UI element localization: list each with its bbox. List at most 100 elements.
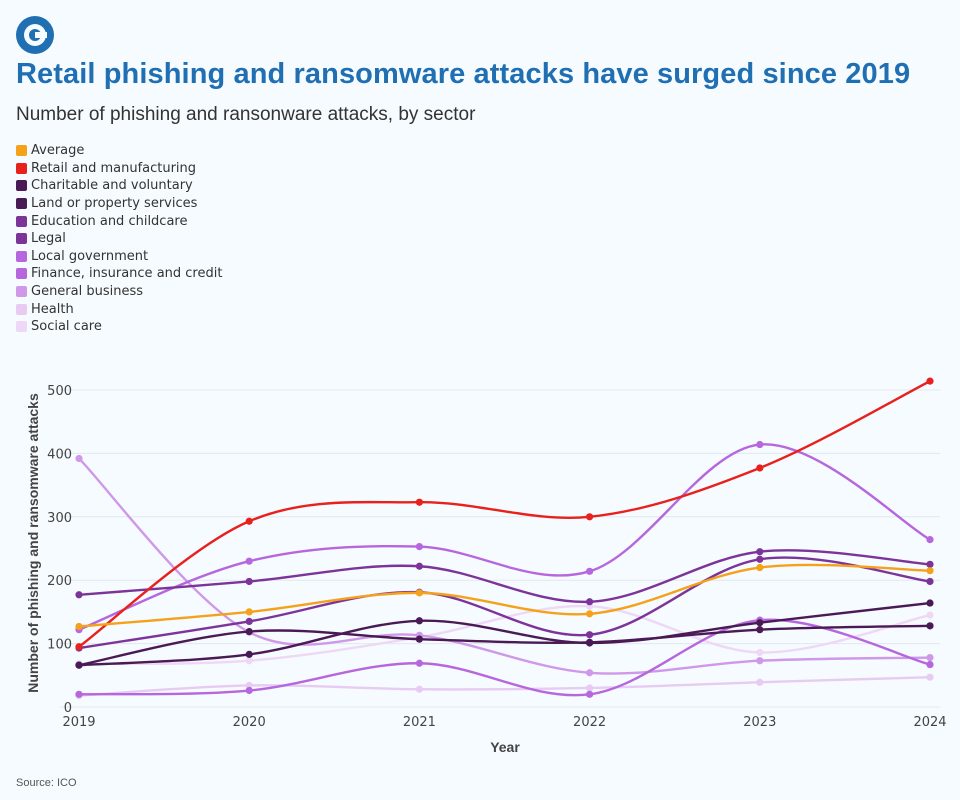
series-line [77, 457, 932, 675]
legend-label: Land or property services [31, 196, 198, 212]
series-line [77, 563, 932, 628]
data-point [926, 560, 934, 568]
legend-item[interactable]: Health [16, 300, 222, 318]
data-point [586, 669, 594, 677]
legend-item[interactable]: Social care [16, 318, 222, 336]
legend-label: Local government [31, 248, 149, 264]
data-point [75, 690, 83, 698]
data-point [245, 557, 253, 565]
data-point [415, 498, 423, 506]
legend-item[interactable]: Education and childcare [16, 212, 222, 230]
data-point [756, 619, 764, 627]
data-point [586, 684, 594, 692]
logo-icon [16, 16, 54, 54]
x-tick-label: 2024 [913, 715, 946, 730]
data-point [245, 681, 253, 690]
legend-swatch [16, 198, 27, 210]
y-axis-label: Number of phishing and ransomware attack… [25, 393, 41, 693]
data-point [586, 598, 594, 606]
data-point [926, 599, 934, 607]
series-line [77, 549, 932, 603]
legend-swatch [16, 286, 27, 298]
data-point [586, 631, 594, 639]
x-tick-label: 2023 [743, 715, 776, 730]
chart-subtitle: Number of phishing and ransonware attack… [16, 104, 476, 125]
data-point [245, 617, 253, 626]
data-point [245, 608, 253, 616]
x-axis-label: Year [490, 739, 520, 755]
legend-label: Legal [31, 231, 66, 247]
legend-label: Education and childcare [31, 213, 188, 229]
data-point [415, 685, 423, 693]
legend-label: Charitable and voluntary [31, 178, 193, 194]
data-point [415, 542, 423, 551]
legend-label: General business [31, 284, 144, 300]
data-point [756, 626, 764, 634]
series-line [77, 443, 932, 631]
data-point [926, 622, 934, 630]
data-point [75, 643, 83, 651]
series-line [77, 379, 932, 648]
legend-label: Retail and manufacturing [31, 160, 197, 176]
data-point [926, 611, 934, 619]
data-point [756, 440, 764, 449]
legend-label: Finance, insurance and credit [31, 266, 223, 282]
x-tick-label: 2021 [403, 715, 436, 730]
data-point [75, 622, 83, 631]
data-point [415, 635, 423, 643]
legend-swatch [16, 215, 27, 227]
source-note: Source: ICO [16, 777, 77, 789]
data-point [75, 661, 83, 669]
data-point [586, 690, 594, 698]
legend: Average Retail and manufacturing Charitabl… [16, 142, 222, 336]
data-point [586, 567, 594, 575]
data-point [245, 627, 253, 636]
data-point [75, 454, 83, 463]
legend-item[interactable]: Legal [16, 230, 222, 248]
data-point [756, 648, 764, 657]
chart-title: Retail phishing and ransomware attacks h… [16, 58, 911, 90]
legend-item[interactable]: Charitable and voluntary [16, 177, 222, 195]
legend-swatch [16, 180, 27, 192]
legend-swatch [16, 303, 27, 315]
data-point [926, 377, 934, 385]
legend-item[interactable]: Finance, insurance and credit [16, 265, 222, 283]
y-tick-label: 500 [47, 384, 72, 399]
data-point [926, 660, 934, 669]
legend-swatch [16, 250, 27, 262]
legend-item[interactable]: General business [16, 283, 222, 301]
y-tick-label: 200 [47, 574, 72, 589]
legend-swatch [16, 321, 27, 333]
x-tick-label: 2019 [62, 715, 95, 730]
legend-item[interactable]: Land or property services [16, 195, 222, 213]
legend-swatch [16, 145, 27, 157]
series-line [77, 676, 932, 697]
data-point [586, 639, 594, 647]
data-point [756, 657, 764, 665]
data-point [926, 653, 934, 662]
data-point [756, 548, 764, 556]
data-point [756, 678, 764, 686]
legend-item[interactable]: Average [16, 142, 222, 160]
data-point [415, 659, 423, 667]
data-point [926, 536, 934, 544]
series-line [77, 556, 932, 650]
data-point [245, 686, 253, 695]
data-point [926, 673, 934, 681]
data-point [245, 650, 253, 658]
y-tick-label: 0 [64, 701, 72, 716]
data-point [926, 577, 934, 586]
legend-item[interactable]: Retail and manufacturing [16, 160, 222, 178]
legend-label: Average [31, 143, 85, 159]
legend-item[interactable]: Local government [16, 248, 222, 266]
data-point [756, 555, 764, 563]
data-point [926, 567, 934, 575]
data-point [586, 513, 594, 521]
x-tick-label: 2022 [573, 715, 606, 730]
legend-swatch [16, 268, 27, 280]
data-point [756, 563, 764, 572]
data-point [245, 657, 253, 665]
line-chart: 0 100 200 300 400 500 2019 2020 2021 2022 2023 2024… [25, 377, 947, 755]
y-tick-label: 100 [47, 638, 72, 653]
data-point [245, 517, 253, 525]
